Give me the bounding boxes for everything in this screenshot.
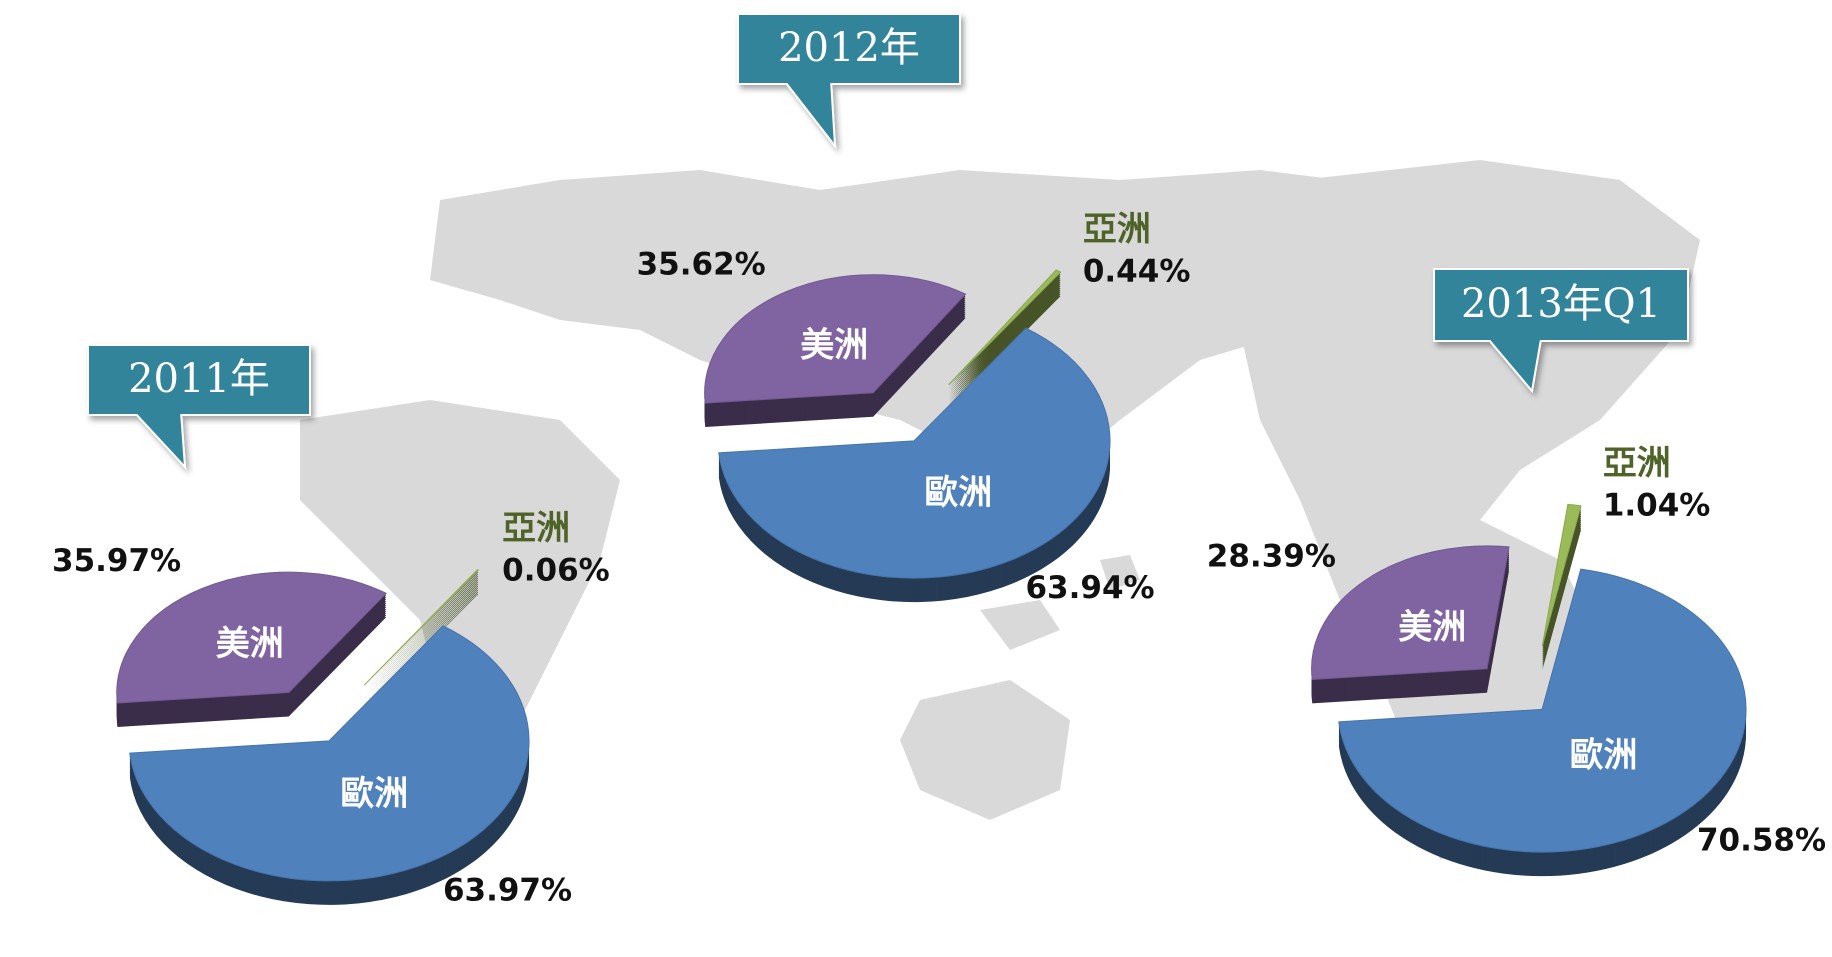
category-label: 美洲 [1398, 607, 1466, 647]
slice-side [948, 281, 1061, 397]
slice-side [1542, 510, 1581, 653]
slice [704, 274, 967, 404]
slice [1311, 545, 1510, 680]
chart-title: 2012年 [778, 25, 920, 71]
slice [1541, 503, 1582, 647]
title-callout [1433, 268, 1689, 394]
slice-side [1542, 526, 1581, 669]
slice-side [1542, 516, 1581, 659]
slice-side [364, 587, 479, 704]
slice-side [948, 275, 1061, 391]
slice-side [364, 581, 479, 698]
pie [704, 269, 1111, 603]
slice [948, 269, 1062, 386]
value-label: 35.97% [52, 543, 181, 579]
category-label: 美洲 [800, 326, 868, 366]
pie [1311, 503, 1747, 877]
value-label: 35.62% [637, 247, 766, 283]
chart-title: 2013年Q1 [1461, 281, 1661, 327]
slice-side [1542, 524, 1581, 667]
slice-side [364, 575, 479, 692]
slice-side [948, 273, 1061, 389]
slice [363, 569, 480, 686]
value-label: 1.04% [1603, 488, 1711, 524]
pie [116, 569, 530, 905]
category-label: 亞洲 [1083, 210, 1151, 250]
category-label: 歐洲 [924, 473, 992, 513]
slice-side [948, 283, 1061, 399]
title-callout [87, 344, 311, 470]
slice-side [948, 287, 1061, 403]
slice-side [364, 573, 479, 690]
category-label: 美洲 [216, 624, 284, 664]
slice-side [948, 279, 1061, 395]
value-label: 63.97% [443, 873, 572, 909]
value-label: 63.94% [1025, 570, 1154, 606]
value-label: 0.44% [1083, 254, 1191, 290]
slice-side [948, 277, 1061, 393]
slice-side [364, 585, 479, 702]
map-africa [300, 400, 620, 760]
slice [718, 327, 1111, 579]
slice-side [1542, 512, 1581, 655]
value-label: 0.06% [502, 552, 610, 588]
slice-side [364, 579, 479, 696]
category-label: 亞洲 [1603, 444, 1671, 484]
slice-side [364, 571, 479, 688]
slice-side [948, 285, 1061, 401]
slice-side [364, 583, 479, 700]
slice-side [1542, 518, 1581, 661]
map-australia [900, 680, 1070, 820]
category-label: 亞洲 [502, 508, 570, 548]
map-europe-asia [430, 170, 1500, 470]
category-label: 歐洲 [340, 774, 408, 814]
map-islands [980, 555, 1140, 650]
slice [116, 571, 388, 704]
slice [1338, 568, 1747, 853]
slice-side [1542, 508, 1581, 651]
slice [129, 625, 530, 882]
value-label: 28.39% [1207, 539, 1336, 575]
slice-side [1542, 528, 1581, 671]
slice-side [948, 289, 1061, 405]
title-callout [737, 13, 961, 150]
slice-side [1542, 514, 1581, 657]
category-label: 歐洲 [1570, 736, 1638, 776]
slice-side [364, 577, 479, 694]
slice-side [1542, 522, 1581, 665]
value-label: 70.58% [1697, 822, 1826, 858]
chart-title: 2011年 [128, 356, 270, 402]
slice-side [1542, 520, 1581, 663]
